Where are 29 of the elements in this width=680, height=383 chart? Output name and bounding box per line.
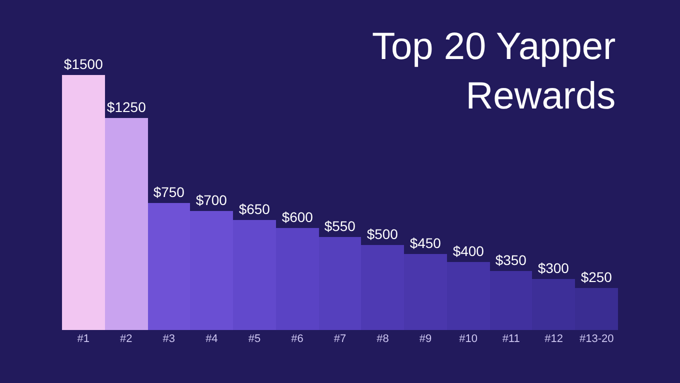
x-tick-label: #1 xyxy=(77,333,90,345)
x-tick-label: #7 xyxy=(334,333,346,345)
x-tick-label: #10 xyxy=(459,333,478,345)
x-tick-label: #9 xyxy=(419,333,432,345)
data-label: $750 xyxy=(153,184,185,200)
chart-title: Top 20 Yapper Rewards xyxy=(372,26,616,118)
data-label: $250 xyxy=(580,269,612,285)
data-label: $550 xyxy=(324,218,356,234)
data-label: $700 xyxy=(196,192,228,208)
x-tick-label: #4 xyxy=(206,333,218,345)
x-tick-label: #3 xyxy=(162,333,176,345)
data-label: $400 xyxy=(452,243,484,259)
bar xyxy=(105,118,148,330)
data-label: $500 xyxy=(366,226,398,242)
data-label: $350 xyxy=(495,252,527,268)
data-label: $1500 xyxy=(64,56,104,72)
x-tick-label: #6 xyxy=(291,333,304,345)
data-label: $1250 xyxy=(106,99,146,115)
x-tick-label: #2 xyxy=(120,333,132,345)
data-label: $450 xyxy=(410,235,442,251)
data-label: $650 xyxy=(238,201,270,217)
x-tick-label: #13-20 xyxy=(579,333,614,345)
bar xyxy=(62,75,105,330)
x-tick-label: #12 xyxy=(544,333,564,345)
data-label: $300 xyxy=(538,260,570,276)
x-tick-label: #5 xyxy=(248,333,261,345)
x-tick-label: #8 xyxy=(376,333,389,345)
data-label: $600 xyxy=(282,209,314,225)
x-tick-label: #11 xyxy=(502,333,520,345)
